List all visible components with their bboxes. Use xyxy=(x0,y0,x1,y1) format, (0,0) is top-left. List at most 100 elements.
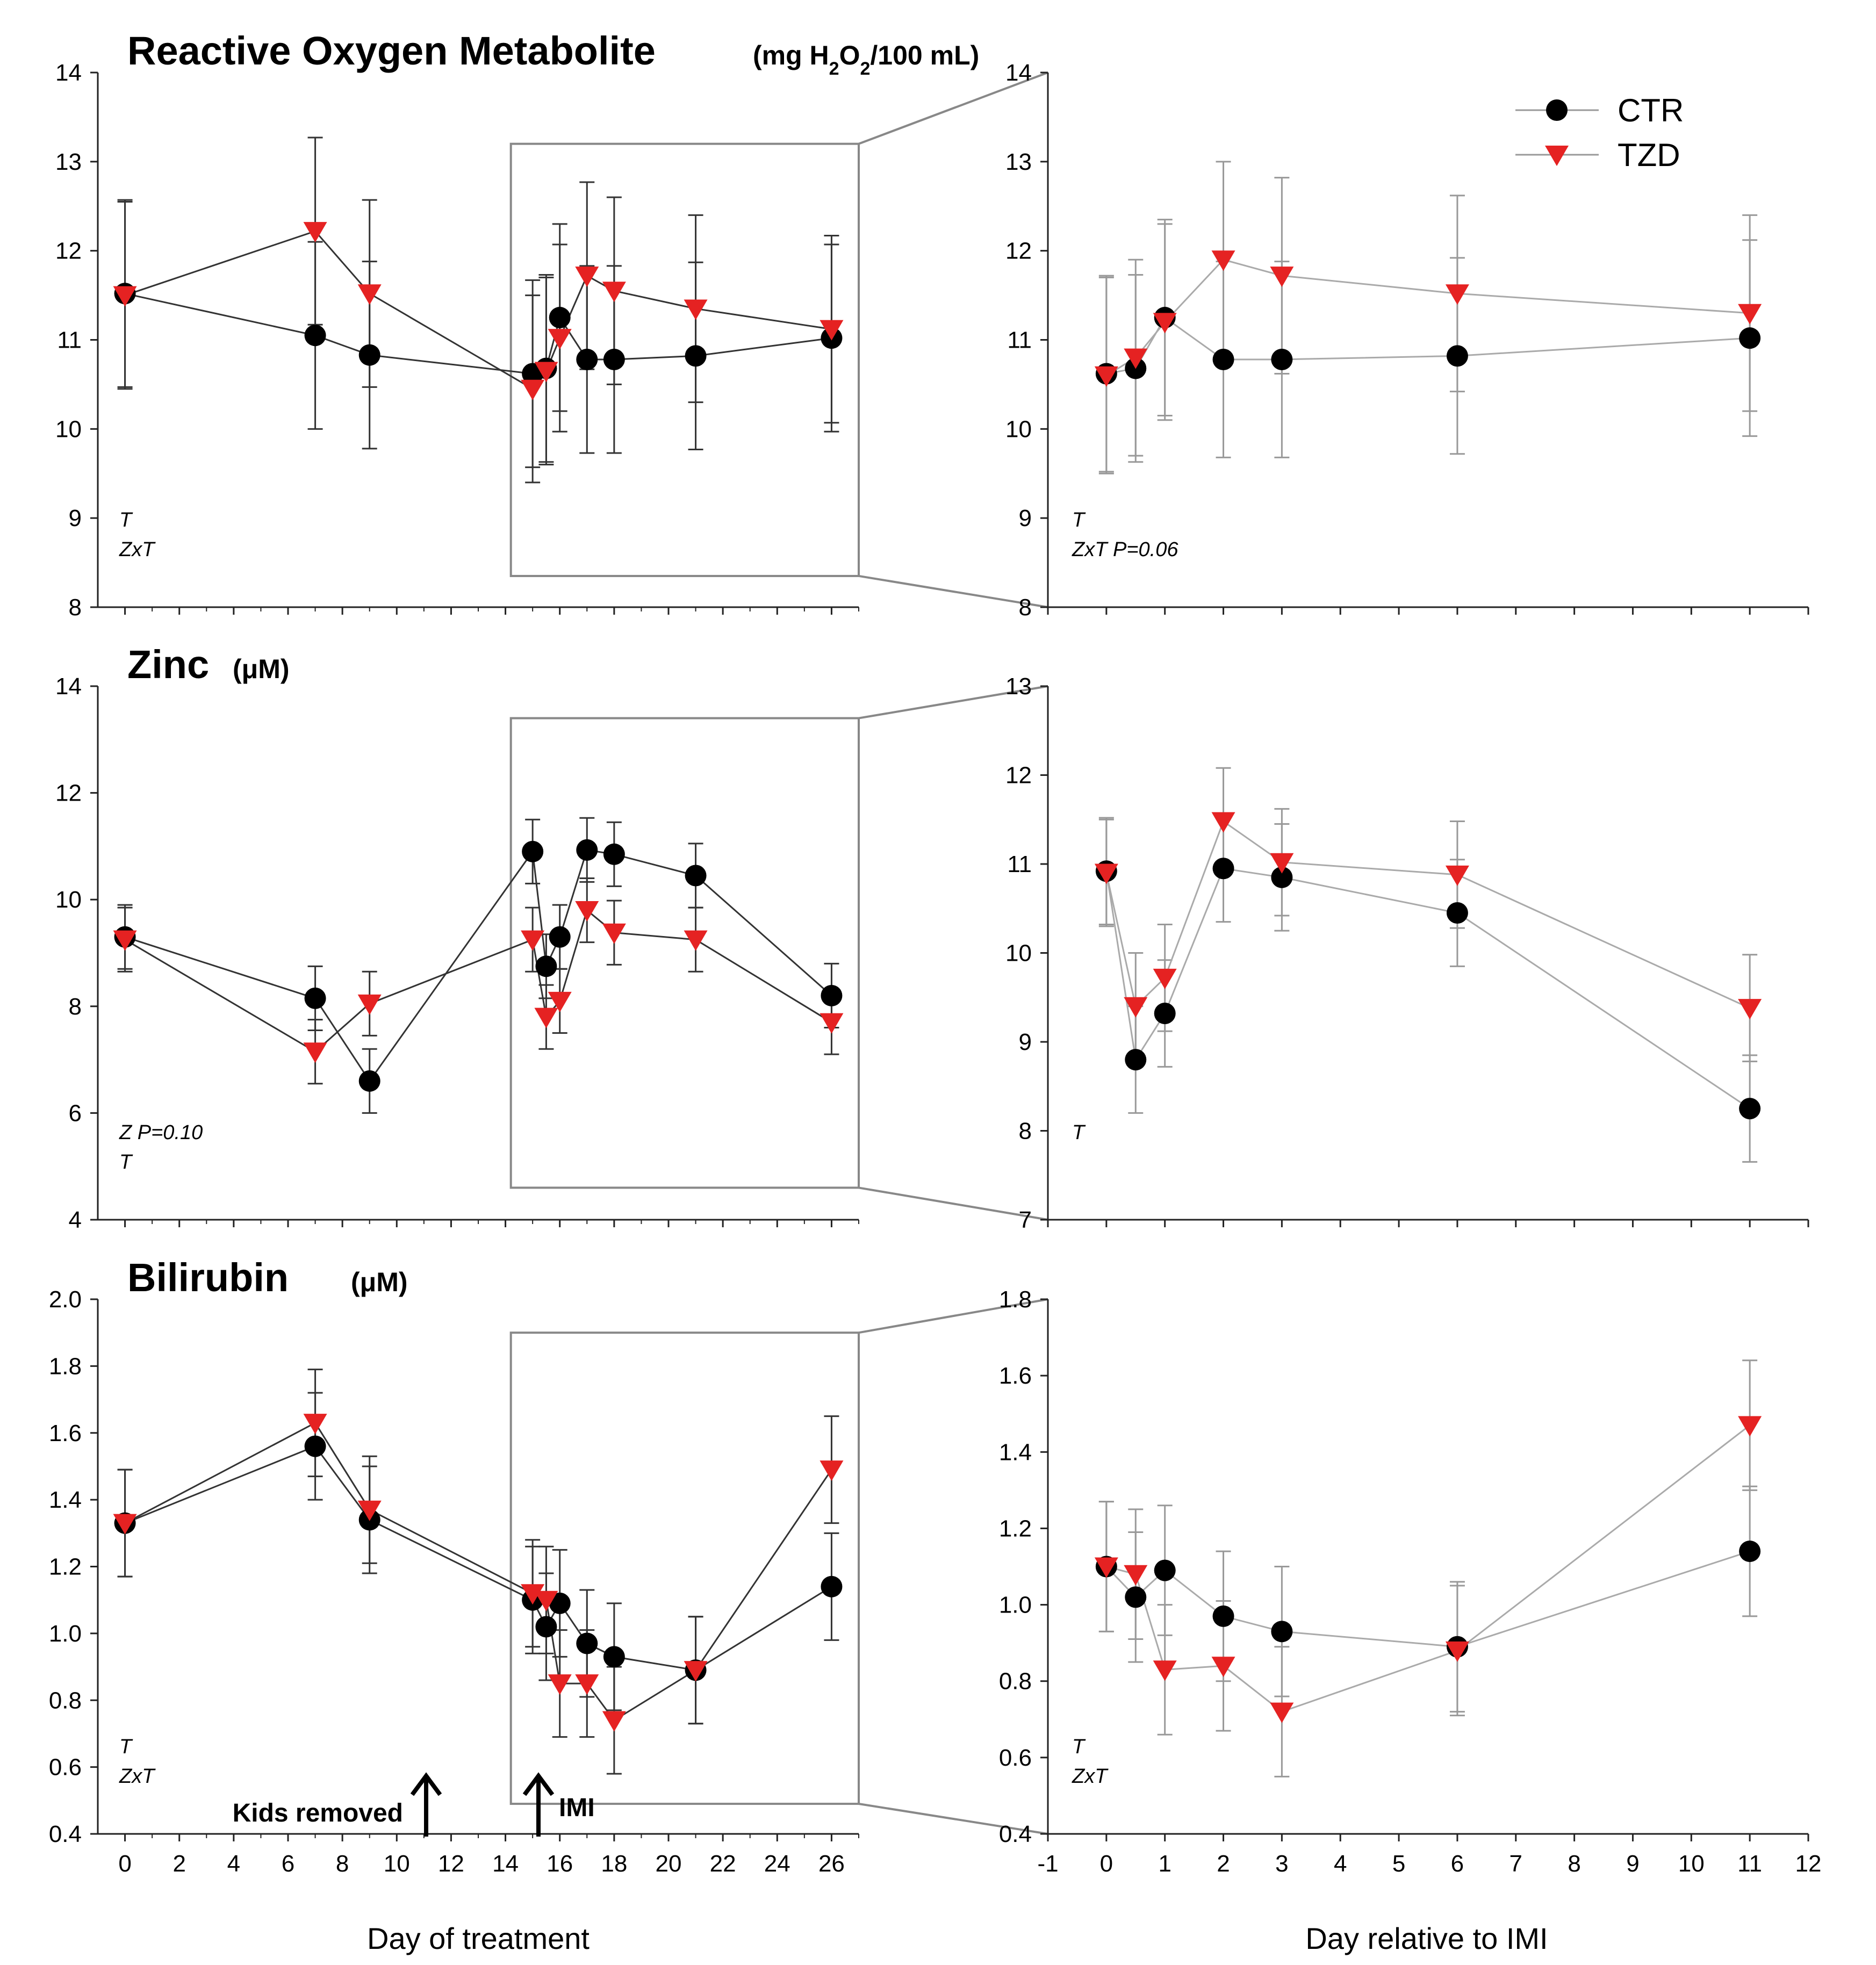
data-point-ctr xyxy=(1271,866,1293,888)
markers-tzd xyxy=(1094,250,1762,387)
data-point-tzd xyxy=(1094,1557,1118,1578)
x-tick-label: 2 xyxy=(1217,1851,1230,1877)
data-point-tzd xyxy=(113,286,137,307)
series-line xyxy=(1105,1550,1750,1648)
y-tick-label: 1.6 xyxy=(49,1420,82,1446)
panel-ros-left: 8 9 10 11 12 13 14 Reactive Oxygen Metabolite (m… xyxy=(55,28,979,621)
data-point-tzd xyxy=(1094,863,1118,884)
data-point-ctr xyxy=(821,984,843,1006)
series-tzd xyxy=(117,877,839,1085)
data-point-tzd xyxy=(602,923,626,944)
y-tick-label: 1.4 xyxy=(999,1439,1032,1465)
data-point-tzd xyxy=(1738,1416,1762,1437)
data-point-tzd xyxy=(1124,348,1148,369)
data-point-ctr xyxy=(603,1646,625,1668)
data-point-tzd xyxy=(1270,267,1294,287)
data-point-ctr xyxy=(549,926,571,948)
series-tzd xyxy=(117,136,839,484)
legend-tzd-label: TZD xyxy=(1618,137,1680,173)
series-line xyxy=(1105,820,1750,1009)
y-tick-label: 8 xyxy=(1019,594,1032,621)
series-line xyxy=(125,230,832,390)
x-tick-label: 11 xyxy=(1737,1851,1762,1877)
series-tzd xyxy=(117,1369,839,1775)
data-point-ctr xyxy=(358,344,380,366)
data-point-tzd xyxy=(357,1500,382,1521)
data-point-tzd xyxy=(602,282,626,303)
series-ctr xyxy=(1098,219,1758,473)
zoom-connector-bottom xyxy=(858,1803,1048,1835)
y-tick-label: 13 xyxy=(1005,149,1032,175)
x-tick-label: 22 xyxy=(710,1851,736,1877)
y-tick-label: 1.6 xyxy=(999,1363,1032,1389)
data-point-tzd xyxy=(534,1590,558,1611)
data-point-tzd xyxy=(684,930,708,951)
data-point-tzd xyxy=(303,1042,327,1063)
data-point-ctr xyxy=(685,865,707,887)
data-point-ctr xyxy=(1271,1621,1293,1643)
x-tick-label: 16 xyxy=(547,1851,573,1877)
y-tick-label: 11 xyxy=(57,327,82,354)
chart-title: Bilirubin xyxy=(127,1255,289,1300)
data-point-tzd xyxy=(820,320,844,341)
y-tick-label: 12 xyxy=(55,780,82,807)
legend-ctr-label: CTR xyxy=(1618,92,1684,128)
legend: CTR TZD xyxy=(1515,92,1684,173)
y-tick-label: 1.4 xyxy=(49,1487,82,1513)
series-tzd xyxy=(1098,161,1758,474)
x-axis-label-left: Day of treatment xyxy=(367,1921,590,1955)
unit-part: (μM) xyxy=(351,1267,408,1297)
zoom-connector-top xyxy=(858,685,1048,719)
significance-note: T xyxy=(1072,509,1086,531)
y-tick-label: 12 xyxy=(55,238,82,264)
chart-title: Reactive Oxygen Metabolite xyxy=(127,28,656,73)
data-point-tzd xyxy=(684,299,708,320)
data-point-ctr xyxy=(1739,1541,1761,1563)
x-tick-label: 10 xyxy=(384,1851,410,1877)
y-tick-label: 11 xyxy=(1007,327,1032,354)
x-tick-label: 0 xyxy=(1100,1851,1113,1877)
data-point-tzd xyxy=(1124,997,1148,1018)
significance-note: T xyxy=(119,509,133,531)
y-tick-label: 1.0 xyxy=(49,1621,82,1647)
data-point-tzd xyxy=(1124,1565,1148,1586)
series-line xyxy=(125,1445,832,1671)
y-tick-label: 14 xyxy=(55,60,82,86)
series-tzd xyxy=(1098,1359,1758,1777)
zoom-connectors xyxy=(858,71,1048,1835)
data-point-tzd xyxy=(1738,999,1762,1020)
y-tick-label: 0.8 xyxy=(999,1668,1032,1695)
unit-part: (μM) xyxy=(233,654,290,684)
data-point-tzd xyxy=(357,994,382,1015)
panel-zinc-right: 7 8 9 10 11 12 13 T xyxy=(1005,673,1809,1233)
y-tick-label: 10 xyxy=(55,416,82,442)
series-ctr xyxy=(117,817,839,1114)
markers-ctr xyxy=(1095,858,1761,1120)
series-line xyxy=(124,1422,832,1722)
y-tick-label: 8 xyxy=(69,994,82,1020)
data-point-tzd xyxy=(548,991,572,1012)
y-tick-label: 8 xyxy=(69,594,82,621)
data-point-tzd xyxy=(602,1711,626,1732)
data-point-tzd xyxy=(1445,865,1469,886)
significance-note: ZxT xyxy=(119,538,156,561)
data-point-tzd xyxy=(1270,1702,1294,1723)
data-point-ctr xyxy=(1271,348,1293,370)
data-point-ctr xyxy=(1125,1586,1147,1608)
chart-unit: (μM) xyxy=(351,1267,408,1297)
panel-bili-left: 0.40.60.81.01.21.41.61.82.00 2 4 6 8 10 12 14 16… xyxy=(49,1255,860,1877)
data-point-tzd xyxy=(548,329,572,350)
chart-unit: (mg H2O2/100 mL) xyxy=(753,40,979,79)
series-line xyxy=(1106,316,1750,375)
data-point-ctr xyxy=(1212,858,1234,880)
series-line xyxy=(125,292,832,375)
significance-note: T xyxy=(1072,1121,1086,1144)
panel-zinc-left: 4 6 8 10 12 14 Zinc (μM) Z P=0.10 T xyxy=(55,642,860,1233)
y-tick-label: 1.0 xyxy=(999,1592,1032,1618)
x-tick-label: 12 xyxy=(1795,1851,1822,1877)
y-tick-label: 6 xyxy=(69,1100,82,1126)
markers-tzd xyxy=(113,1414,844,1732)
zoom-connector-bottom xyxy=(858,574,1048,608)
